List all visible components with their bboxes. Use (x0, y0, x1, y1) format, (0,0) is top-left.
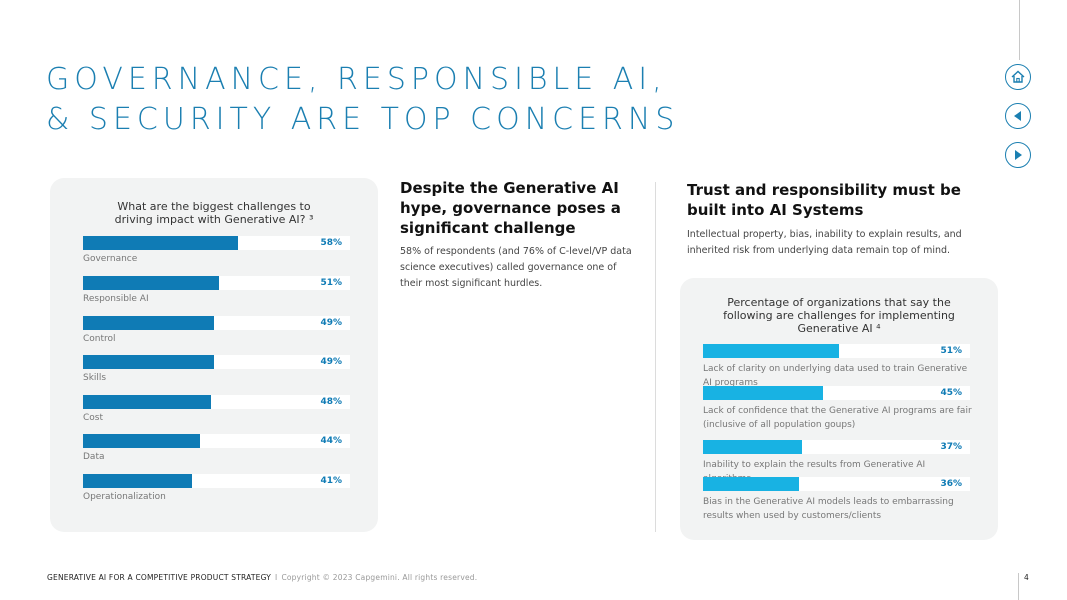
bar-track: 49% (83, 316, 350, 330)
top-vertical-rule (1019, 0, 1020, 60)
bar (83, 316, 214, 330)
challenges-bar-chart: 58% Governance 51% Responsible AI 49% Control… (83, 236, 350, 506)
bar-category-label: Responsible AI (83, 294, 149, 304)
page-title-line-2: & SECURITY ARE TOP CONCERNS (46, 102, 680, 137)
implementation-chart-title: Percentage of organizations that say the… (723, 296, 955, 335)
bar-category-label: Cost (83, 413, 104, 423)
home-button[interactable] (1005, 64, 1031, 90)
bar-category-label: Governance (83, 254, 138, 264)
bar-value-label: 48% (320, 397, 342, 407)
footer-separator: I (275, 573, 278, 582)
challenges-chart-title: What are the biggest challenges to drivi… (114, 200, 314, 226)
bar-track: 36% (703, 477, 970, 491)
bar-value-label: 37% (940, 442, 962, 452)
bar (83, 434, 201, 448)
home-icon (1011, 70, 1025, 83)
bar-track: 48% (83, 395, 350, 409)
trust-body: Intellectual property, bias, inability t… (687, 229, 962, 256)
bar-category-label: Control (83, 334, 116, 344)
bar-track: 37% (703, 440, 970, 454)
implementation-bar-chart: 51% Lack of clarity on underlying data us… (703, 344, 978, 524)
bar (703, 477, 800, 491)
bar (83, 236, 238, 250)
bar-value-label: 45% (940, 388, 962, 398)
footer-vertical-rule (1018, 573, 1019, 600)
bar (83, 276, 220, 290)
bar-track: 41% (83, 474, 350, 488)
bar-track: 51% (703, 344, 970, 358)
bar-value-label: 58% (320, 238, 342, 248)
bar-value-label: 51% (320, 278, 342, 288)
footer: GENERATIVE AI FOR A COMPETITIVE PRODUCT … (47, 573, 477, 582)
next-icon (1015, 150, 1022, 160)
page-title: GOVERNANCE, RESPONSIBLE AI, & SECURITY A… (46, 60, 679, 140)
previous-icon (1014, 111, 1021, 121)
implementation-chart-panel (680, 278, 998, 540)
bar (83, 395, 212, 409)
bar (703, 386, 824, 400)
bar-track: 58% (83, 236, 350, 250)
bar (703, 344, 840, 358)
bar (703, 440, 802, 454)
footer-document-title: GENERATIVE AI FOR A COMPETITIVE PRODUCT … (47, 573, 272, 582)
previous-button[interactable] (1005, 103, 1031, 129)
bar-value-label: 49% (320, 318, 342, 328)
footer-copyright: Copyright © 2023 Capgemini. All rights r… (281, 573, 478, 582)
bar-value-label: 36% (940, 479, 962, 489)
trust-heading: Trust and responsibility must be built i… (687, 181, 961, 219)
bar-category-label: Data (83, 452, 105, 462)
next-button[interactable] (1005, 142, 1031, 168)
column-divider (655, 182, 656, 532)
bar-track: 51% (83, 276, 350, 290)
governance-heading: Despite the Generative AI hype, governan… (400, 179, 621, 237)
bar-value-label: 49% (320, 357, 342, 367)
bar (83, 474, 193, 488)
bar (83, 355, 214, 369)
bar-value-label: 44% (320, 436, 342, 446)
bar-value-label: 41% (320, 476, 342, 486)
bar-category-label: Lack of confidence that the Generative A… (703, 406, 972, 430)
page-title-line-1: GOVERNANCE, RESPONSIBLE AI, (46, 62, 667, 97)
bar-category-label: Bias in the Generative AI models leads t… (703, 497, 954, 521)
governance-body: 58% of respondents (and 76% of C-level/V… (400, 246, 632, 289)
bar-category-label: Lack of clarity on underlying data used … (703, 364, 968, 388)
bar-value-label: 51% (940, 346, 962, 356)
bar-track: 45% (703, 386, 970, 400)
page-number: 4 (1024, 573, 1029, 582)
bar-track: 44% (83, 434, 350, 448)
bar-category-label: Operationalization (83, 492, 166, 502)
bar-track: 49% (83, 355, 350, 369)
bar-category-label: Skills (83, 373, 107, 383)
